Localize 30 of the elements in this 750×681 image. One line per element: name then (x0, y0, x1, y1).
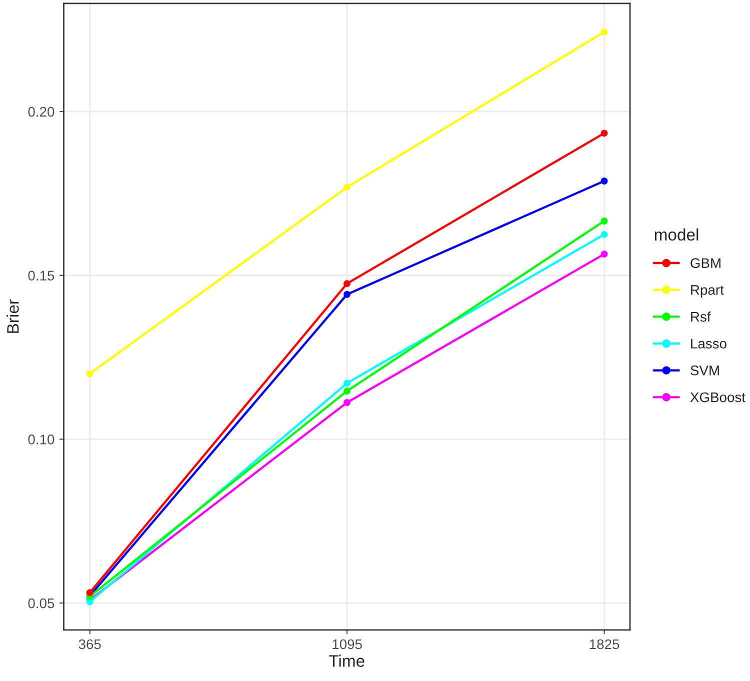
point (344, 388, 351, 395)
legend-label: Lasso (691, 338, 726, 349)
y-axis-title: Brier (6, 299, 19, 333)
x-axis-title: Time (329, 654, 364, 667)
x-tick-label: 1825 (590, 639, 620, 650)
y-tick-label: 0.20 (28, 106, 54, 117)
point (600, 218, 608, 224)
y-tick-label: 0.15 (28, 270, 54, 281)
y-tick-label: 0.05 (28, 598, 54, 608)
point (600, 250, 608, 258)
legend-label: SVM (690, 366, 719, 376)
legend-label: XGBoost (690, 392, 746, 402)
legend-title: model (654, 228, 698, 241)
point (86, 589, 94, 596)
point (344, 184, 351, 191)
point (344, 290, 351, 298)
point (600, 130, 608, 137)
point (344, 399, 351, 406)
x-tick-label: 365 (78, 639, 101, 650)
y-tick-label: 0.10 (28, 434, 54, 444)
point (600, 178, 608, 184)
legend-label: GBM (690, 258, 720, 268)
legend-label: Rpart (691, 285, 724, 298)
point (600, 28, 608, 36)
point (344, 380, 351, 387)
point (344, 280, 351, 288)
x-tick-label: 1095 (332, 639, 362, 650)
legend-label: Rsf (691, 312, 711, 322)
point (86, 370, 94, 378)
point (600, 230, 608, 238)
